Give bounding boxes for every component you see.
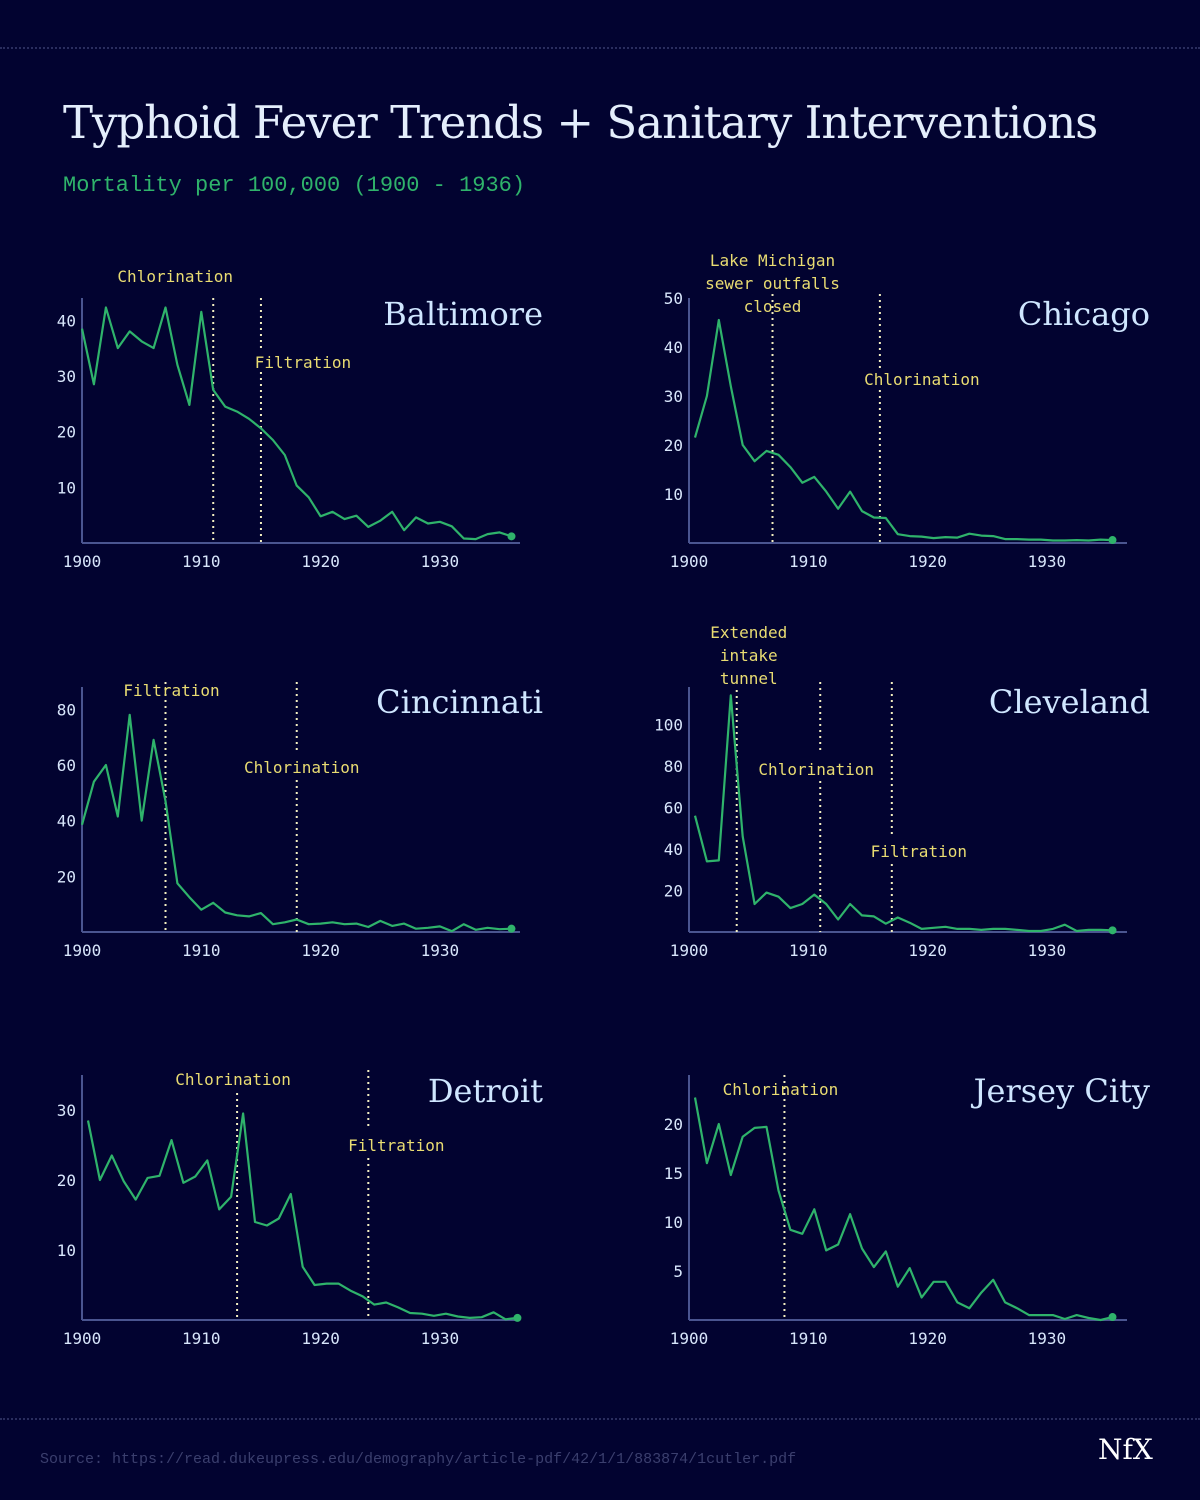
cleveland-endpoint-marker bbox=[1108, 926, 1117, 935]
page-title: Typhoid Fever Trends + Sanitary Interven… bbox=[63, 96, 1098, 149]
baltimore-series-line bbox=[80, 306, 512, 541]
chicago-x-tick-label: 1910 bbox=[789, 552, 828, 571]
chicago-x-tick-label: 1920 bbox=[908, 552, 947, 571]
cincinnati-intervention-label: Filtration bbox=[123, 681, 219, 700]
chicago-x-tick-label: 1930 bbox=[1028, 552, 1067, 571]
cleveland-x-tick-label: 1900 bbox=[670, 941, 709, 960]
cincinnati-y-tick-label: 60 bbox=[57, 756, 76, 775]
cleveland-y-tick-label: 20 bbox=[664, 881, 683, 900]
chicago-x-tick-label: 1900 bbox=[670, 552, 709, 571]
cincinnati-y-tick-label: 20 bbox=[57, 867, 76, 886]
cincinnati-endpoint-marker bbox=[507, 924, 516, 933]
cleveland-intervention-label: intake bbox=[720, 646, 778, 665]
detroit-endpoint-marker bbox=[513, 1313, 522, 1322]
cleveland-y-tick-label: 60 bbox=[664, 798, 683, 817]
detroit-x-tick-label: 1930 bbox=[421, 1329, 460, 1348]
chicago-y-tick-label: 10 bbox=[664, 485, 683, 504]
chicago-y-tick-label: 20 bbox=[664, 436, 683, 455]
cleveland-series-line bbox=[693, 694, 1113, 933]
cleveland-intervention-label: Filtration bbox=[871, 842, 967, 861]
detroit-series-line bbox=[86, 1112, 518, 1321]
chicago-y-tick-label: 40 bbox=[664, 338, 683, 357]
detroit-intervention-label: Chlorination bbox=[175, 1070, 291, 1089]
cleveland-city-title: Cleveland bbox=[989, 683, 1150, 721]
jersey-city-y-tick-label: 20 bbox=[664, 1115, 683, 1134]
chicago-city-title: Chicago bbox=[1018, 295, 1150, 333]
jersey-city-x-tick-label: 1900 bbox=[670, 1329, 709, 1348]
baltimore-intervention-label: Chlorination bbox=[117, 267, 233, 286]
detroit-intervention-label: Filtration bbox=[348, 1136, 444, 1155]
baltimore-city-title: Baltimore bbox=[383, 295, 543, 333]
cincinnati-city-title: Cincinnati bbox=[376, 683, 543, 721]
baltimore-x-tick-label: 1930 bbox=[421, 552, 460, 571]
detroit-y-tick-label: 30 bbox=[57, 1101, 76, 1120]
detroit-y-tick-label: 20 bbox=[57, 1171, 76, 1190]
chicago-intervention-label: closed bbox=[744, 297, 802, 316]
cincinnati-intervention-label: Chlorination bbox=[244, 758, 360, 777]
jersey-city-endpoint-marker bbox=[1108, 1313, 1117, 1322]
baltimore-y-tick-label: 40 bbox=[57, 311, 76, 330]
cleveland-intervention-label: tunnel bbox=[720, 669, 778, 688]
chicago-y-tick-label: 50 bbox=[664, 289, 683, 308]
jersey-city-x-tick-label: 1910 bbox=[789, 1329, 828, 1348]
jersey-city-x-tick-label: 1930 bbox=[1028, 1329, 1067, 1348]
baltimore-x-tick-label: 1910 bbox=[182, 552, 221, 571]
cleveland-x-tick-label: 1920 bbox=[908, 941, 947, 960]
baltimore-endpoint-marker bbox=[507, 532, 516, 541]
cincinnati-x-tick-label: 1910 bbox=[182, 941, 221, 960]
jersey-city-city-title: Jersey City bbox=[971, 1072, 1150, 1110]
jersey-city-y-tick-label: 10 bbox=[664, 1213, 683, 1232]
cincinnati-x-tick-label: 1900 bbox=[63, 941, 102, 960]
cleveland-y-tick-label: 40 bbox=[664, 840, 683, 859]
jersey-city-intervention-label: Chlorination bbox=[723, 1080, 839, 1099]
page-subtitle: Mortality per 100,000 (1900 - 1936) bbox=[63, 173, 526, 198]
chicago-intervention-label: Lake Michigan bbox=[710, 251, 835, 270]
baltimore-x-tick-label: 1900 bbox=[63, 552, 102, 571]
cleveland-y-tick-label: 100 bbox=[654, 715, 683, 734]
cincinnati-x-tick-label: 1930 bbox=[421, 941, 460, 960]
bottom-divider bbox=[0, 1418, 1200, 1420]
top-divider bbox=[0, 47, 1200, 49]
jersey-city-y-tick-label: 5 bbox=[673, 1262, 683, 1281]
baltimore-y-tick-label: 10 bbox=[57, 478, 76, 497]
cleveland-x-tick-label: 1930 bbox=[1028, 941, 1067, 960]
chicago-endpoint-marker bbox=[1108, 536, 1117, 545]
chicago-intervention-label: sewer outfalls bbox=[705, 274, 840, 293]
baltimore-intervention-label: Filtration bbox=[255, 353, 351, 372]
detroit-y-tick-label: 10 bbox=[57, 1241, 76, 1260]
jersey-city-series-line bbox=[693, 1097, 1113, 1322]
source-citation: Source: https://read.dukeupress.edu/demo… bbox=[40, 1451, 797, 1468]
baltimore-x-tick-label: 1920 bbox=[301, 552, 340, 571]
nfx-logo: NfX bbox=[1098, 1433, 1153, 1466]
detroit-x-tick-label: 1900 bbox=[63, 1329, 102, 1348]
cleveland-x-tick-label: 1910 bbox=[789, 941, 828, 960]
cincinnati-series-line bbox=[80, 713, 512, 933]
cincinnati-y-tick-label: 40 bbox=[57, 812, 76, 831]
jersey-city-x-tick-label: 1920 bbox=[908, 1329, 947, 1348]
chicago-series-line bbox=[693, 318, 1113, 542]
cleveland-intervention-label: Extended bbox=[710, 623, 787, 642]
cleveland-intervention-label: Chlorination bbox=[758, 760, 874, 779]
chicago-y-tick-label: 30 bbox=[664, 387, 683, 406]
detroit-x-tick-label: 1910 bbox=[182, 1329, 221, 1348]
detroit-city-title: Detroit bbox=[428, 1072, 543, 1110]
jersey-city-y-tick-label: 15 bbox=[664, 1164, 683, 1183]
detroit-x-tick-label: 1920 bbox=[301, 1329, 340, 1348]
baltimore-y-tick-label: 30 bbox=[57, 367, 76, 386]
cincinnati-x-tick-label: 1920 bbox=[301, 941, 340, 960]
cincinnati-y-tick-label: 80 bbox=[57, 700, 76, 719]
cleveland-y-tick-label: 80 bbox=[664, 757, 683, 776]
baltimore-y-tick-label: 20 bbox=[57, 423, 76, 442]
chicago-intervention-label: Chlorination bbox=[864, 370, 980, 389]
